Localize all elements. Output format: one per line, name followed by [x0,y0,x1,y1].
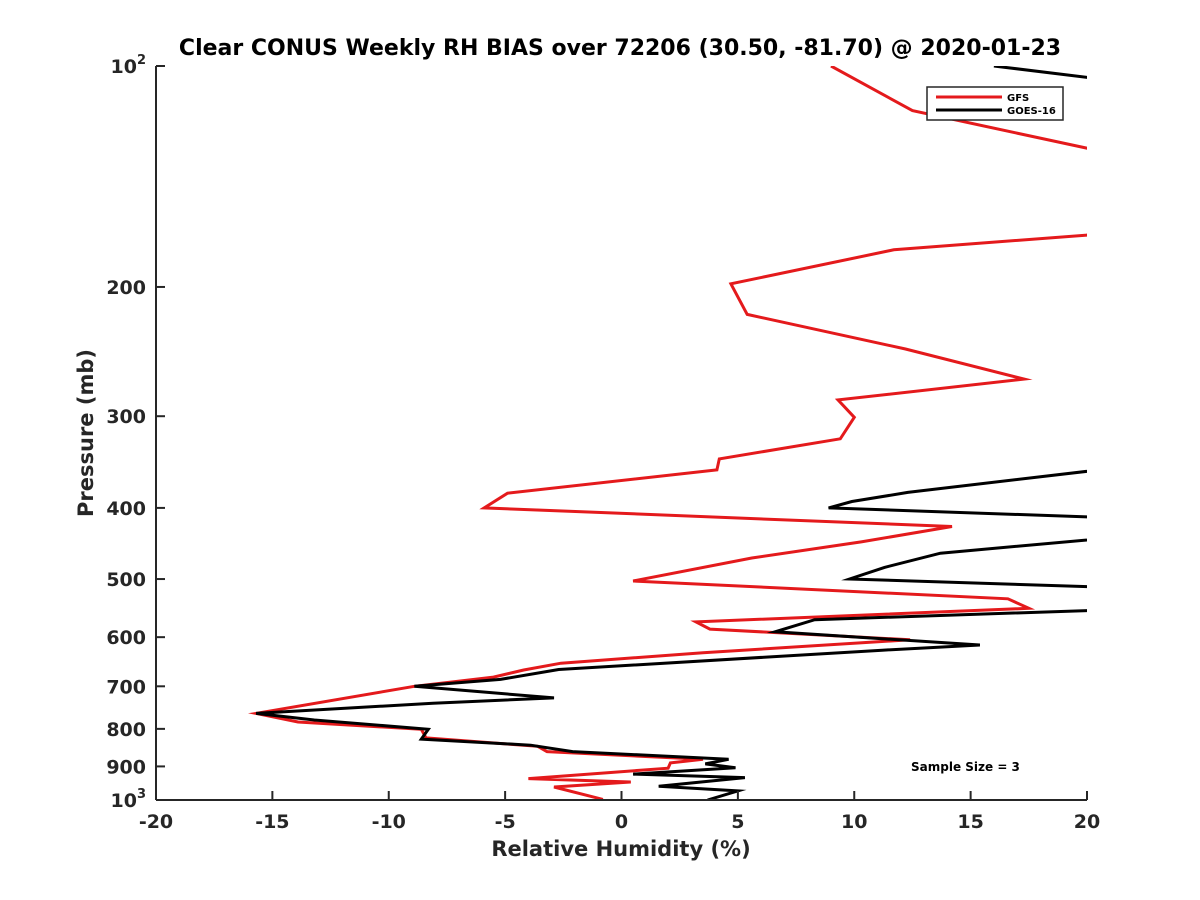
y-tick-label: 103 [111,787,147,812]
axes-layer [155,66,1087,801]
ticks-layer: -20 -15 -10 -5 0 5 10 15 20 102 200 300 400 500 600 700… [106,53,1100,833]
y-tick-label: 300 [106,406,146,428]
y-axis-title: Pressure (mb) [74,349,98,517]
sample-size-annotation: Sample Size = 3 [911,760,1020,774]
y-tick-label: 200 [106,277,146,299]
x-tick-label: -5 [495,811,516,833]
y-tick-label: 700 [106,676,146,698]
chart-title: Clear CONUS Weekly RH BIAS over 72206 (3… [179,36,1061,61]
x-tick-label: 5 [731,811,744,833]
y-tick-label: 800 [106,719,146,741]
y-tick-label: 102 [111,53,147,78]
x-tick-label: 0 [615,811,628,833]
x-tick-label: 20 [1074,811,1100,833]
legend: GFS GOES-16 [926,86,1064,121]
series-layer [247,66,1087,800]
x-tick-label: -15 [255,811,289,833]
x-tick-label: -10 [372,811,406,833]
x-tick-label: 15 [957,811,983,833]
y-tick-label: 900 [106,756,146,778]
y-tick-label: 600 [106,627,146,649]
x-tick-label: -20 [139,811,173,833]
series-line-gfs [247,66,1087,800]
x-tick-label: 10 [841,811,867,833]
y-tick-label: 500 [106,569,146,591]
y-tick-label: 400 [106,498,146,520]
legend-box [926,86,1064,121]
series-line-goes16 [255,66,1087,800]
legend-label-goes16: GOES-16 [1007,106,1056,117]
legend-label-gfs: GFS [1007,93,1029,104]
x-axis-title: Relative Humidity (%) [491,837,750,861]
